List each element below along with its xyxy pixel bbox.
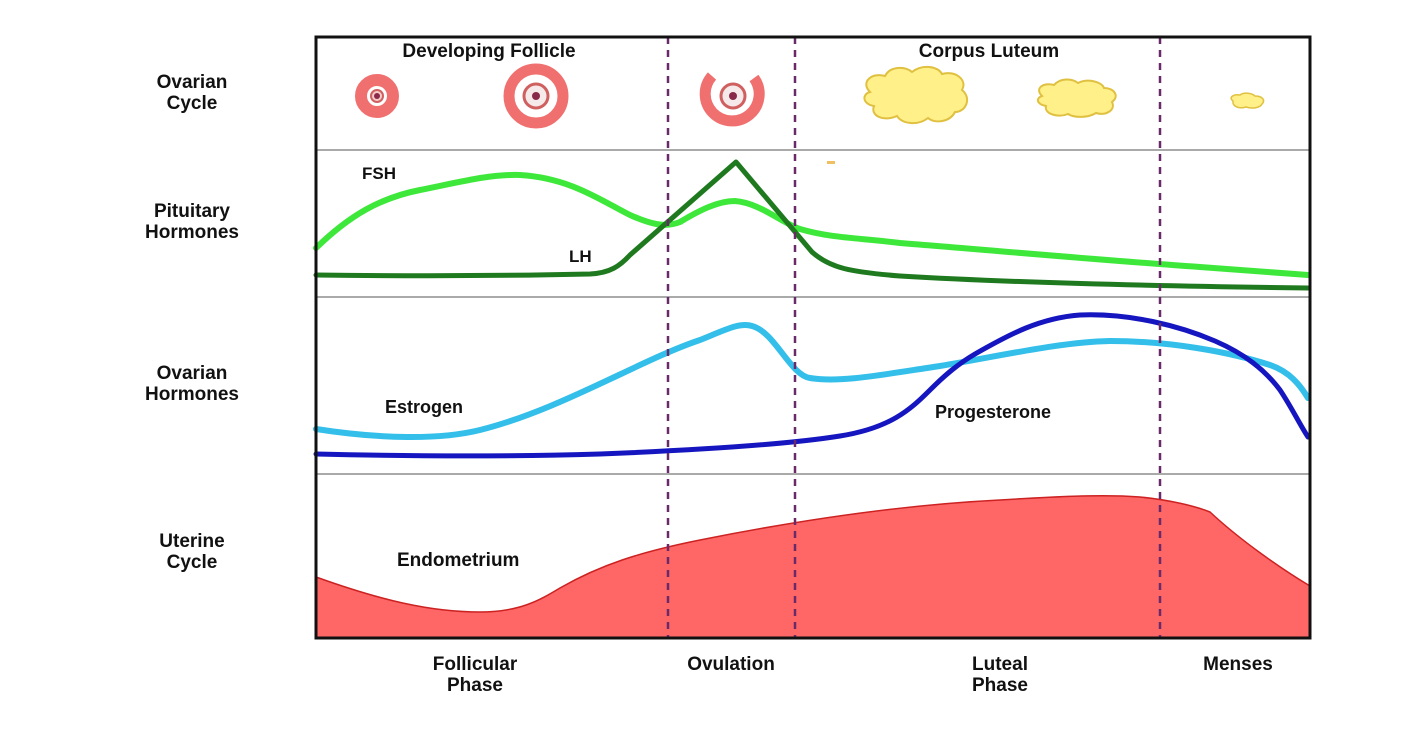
phase-label-line1: Ovulation bbox=[687, 654, 775, 675]
developing-follicle-label: Developing Follicle bbox=[402, 41, 575, 62]
corpus-luteum-large bbox=[863, 66, 969, 124]
fsh-curve bbox=[313, 171, 1311, 278]
phase-label-ovulation: Ovulation bbox=[636, 654, 826, 675]
follicle-small bbox=[355, 74, 399, 118]
row-label-line1: Pituitary bbox=[153, 201, 231, 222]
estrogen-curve bbox=[313, 322, 1311, 441]
phase-label-menses: Menses bbox=[1143, 654, 1333, 675]
row-label-pituitary-hormones: Pituitary Hormones bbox=[92, 201, 292, 243]
phase-label-line1: Menses bbox=[1203, 654, 1273, 675]
fsh-label: FSH bbox=[362, 164, 396, 183]
follicle-rupturing bbox=[699, 72, 765, 127]
phase-label-line2: Phase bbox=[447, 675, 503, 696]
row-label-line1: Ovarian bbox=[156, 72, 228, 93]
progesterone-label: Progesterone bbox=[935, 402, 1051, 422]
lh-label: LH bbox=[569, 247, 592, 266]
row-label-uterine-cycle: Uterine Cycle bbox=[92, 531, 292, 573]
row-label-ovarian-hormones: Ovarian Hormones bbox=[92, 363, 292, 405]
corpus-luteum-label: Corpus Luteum bbox=[919, 41, 1059, 62]
phase-label-line1: Luteal bbox=[972, 654, 1028, 675]
follicle-large bbox=[503, 63, 569, 129]
row-label-line2: Hormones bbox=[145, 384, 239, 405]
lh-curve bbox=[313, 159, 1311, 291]
corpus-luteum-medium bbox=[1036, 78, 1117, 118]
phase-label-luteal: Luteal Phase bbox=[905, 654, 1095, 696]
row-label-line1: Ovarian bbox=[156, 363, 228, 384]
small-marker bbox=[827, 161, 835, 164]
estrogen-label: Estrogen bbox=[385, 397, 463, 417]
progesterone-curve bbox=[313, 312, 1311, 459]
endometrium-area bbox=[315, 495, 1311, 639]
endometrium-label: Endometrium bbox=[397, 550, 519, 571]
row-label-line1: Uterine bbox=[159, 531, 225, 552]
corpus-luteum-small bbox=[1230, 92, 1265, 109]
phase-label-follicular: Follicular Phase bbox=[380, 654, 570, 696]
diagram-frame bbox=[314, 35, 1312, 640]
row-label-ovarian-cycle: Ovarian Cycle bbox=[92, 72, 292, 114]
row-label-line2: Cycle bbox=[166, 552, 218, 573]
row-label-line2: Hormones bbox=[145, 222, 239, 243]
phase-label-line2: Phase bbox=[972, 675, 1028, 696]
row-label-line2: Cycle bbox=[166, 93, 218, 114]
phase-label-line1: Follicular bbox=[432, 654, 518, 675]
